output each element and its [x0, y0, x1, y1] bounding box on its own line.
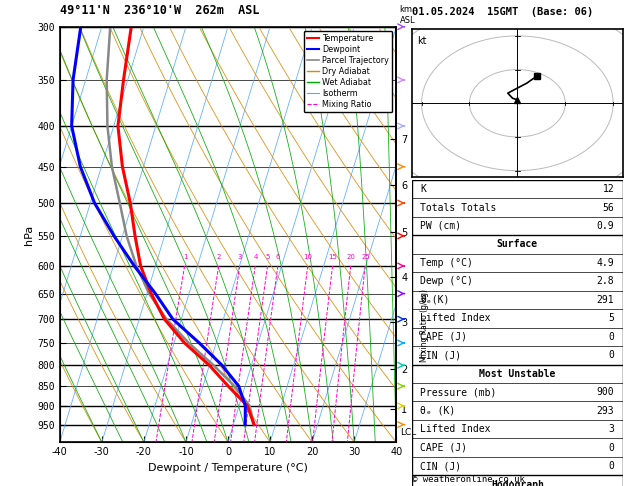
Text: 5: 5: [608, 313, 615, 323]
Text: 3: 3: [238, 254, 242, 260]
Y-axis label: hPa: hPa: [25, 225, 35, 244]
Text: CIN (J): CIN (J): [420, 461, 462, 471]
Text: 0: 0: [608, 350, 615, 360]
Text: 6: 6: [276, 254, 281, 260]
Text: 25: 25: [361, 254, 370, 260]
Text: 01.05.2024  15GMT  (Base: 06): 01.05.2024 15GMT (Base: 06): [412, 7, 593, 17]
Text: kt: kt: [417, 36, 426, 46]
Text: 4: 4: [253, 254, 258, 260]
Text: Pressure (mb): Pressure (mb): [420, 387, 497, 397]
Text: 3: 3: [608, 424, 615, 434]
Text: 291: 291: [597, 295, 615, 305]
Text: CIN (J): CIN (J): [420, 350, 462, 360]
Text: 0.9: 0.9: [597, 221, 615, 231]
Text: 293: 293: [597, 406, 615, 416]
Legend: Temperature, Dewpoint, Parcel Trajectory, Dry Adiabat, Wet Adiabat, Isotherm, Mi: Temperature, Dewpoint, Parcel Trajectory…: [304, 31, 392, 112]
Text: K: K: [420, 184, 426, 194]
Text: 15: 15: [328, 254, 337, 260]
Text: 0: 0: [608, 461, 615, 471]
Text: km
ASL: km ASL: [399, 5, 415, 25]
Text: Dewp (°C): Dewp (°C): [420, 277, 473, 286]
Text: θₑ (K): θₑ (K): [420, 406, 455, 416]
Text: θₑ(K): θₑ(K): [420, 295, 450, 305]
Text: 4.9: 4.9: [597, 258, 615, 268]
Text: 10: 10: [304, 254, 313, 260]
Text: 49°11'N  236°10'W  262m  ASL: 49°11'N 236°10'W 262m ASL: [60, 4, 259, 17]
Text: Mixing Ratio (g/kg): Mixing Ratio (g/kg): [420, 289, 430, 363]
Text: 12: 12: [603, 184, 615, 194]
Text: 20: 20: [347, 254, 355, 260]
Text: CAPE (J): CAPE (J): [420, 332, 467, 342]
Text: Hodograph: Hodograph: [491, 480, 544, 486]
Text: 2: 2: [217, 254, 221, 260]
Text: 5: 5: [266, 254, 270, 260]
Text: © weatheronline.co.uk: © weatheronline.co.uk: [412, 474, 525, 484]
Text: Lifted Index: Lifted Index: [420, 313, 491, 323]
Text: 56: 56: [603, 203, 615, 212]
Text: CAPE (J): CAPE (J): [420, 443, 467, 452]
Text: Lifted Index: Lifted Index: [420, 424, 491, 434]
Text: 2.8: 2.8: [597, 277, 615, 286]
Text: 0: 0: [608, 332, 615, 342]
Text: 0: 0: [608, 443, 615, 452]
Text: Totals Totals: Totals Totals: [420, 203, 497, 212]
Text: Temp (°C): Temp (°C): [420, 258, 473, 268]
Text: Surface: Surface: [497, 240, 538, 249]
Text: 900: 900: [597, 387, 615, 397]
Text: LCL: LCL: [399, 428, 416, 437]
X-axis label: Dewpoint / Temperature (°C): Dewpoint / Temperature (°C): [148, 463, 308, 473]
Text: Most Unstable: Most Unstable: [479, 369, 555, 379]
Text: 1: 1: [183, 254, 187, 260]
Text: PW (cm): PW (cm): [420, 221, 462, 231]
